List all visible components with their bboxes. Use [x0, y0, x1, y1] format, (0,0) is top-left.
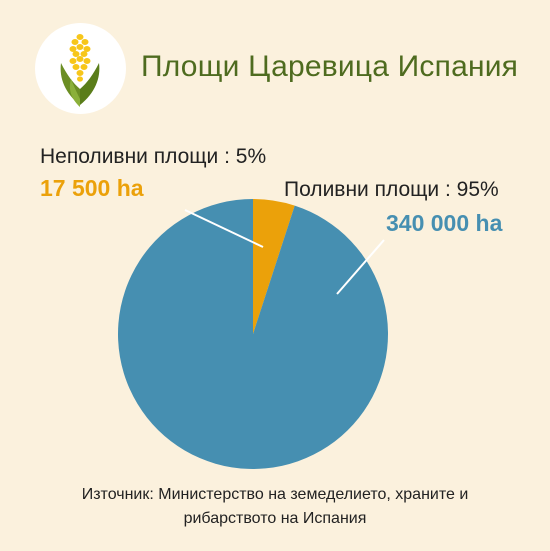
page-title: Площи Царевица Испания [141, 50, 519, 83]
source-line-1: Източник: Министерство на земеделието, х… [81, 486, 469, 503]
slice-amount-non-irrigated: 17 500 ha [40, 175, 144, 201]
slice-amount-irrigated: 340 000 ha [386, 210, 503, 236]
corn-icon [60, 34, 100, 107]
leader-line-non-irrigated [184, 209, 264, 248]
pie-slice-irrigated [117, 199, 388, 469]
corn-logo [35, 23, 126, 114]
source-note: Източник: Министерство на земеделието, х… [0, 483, 550, 531]
leader-line-irrigated [336, 239, 385, 295]
pie-slice-non-irrigated [253, 199, 295, 334]
slice-label-non-irrigated: Неполивни площи : 5% [40, 145, 267, 168]
slice-label-irrigated: Поливни площи : 95% [284, 178, 499, 201]
source-line-2: рибарството на Испания [183, 510, 367, 527]
